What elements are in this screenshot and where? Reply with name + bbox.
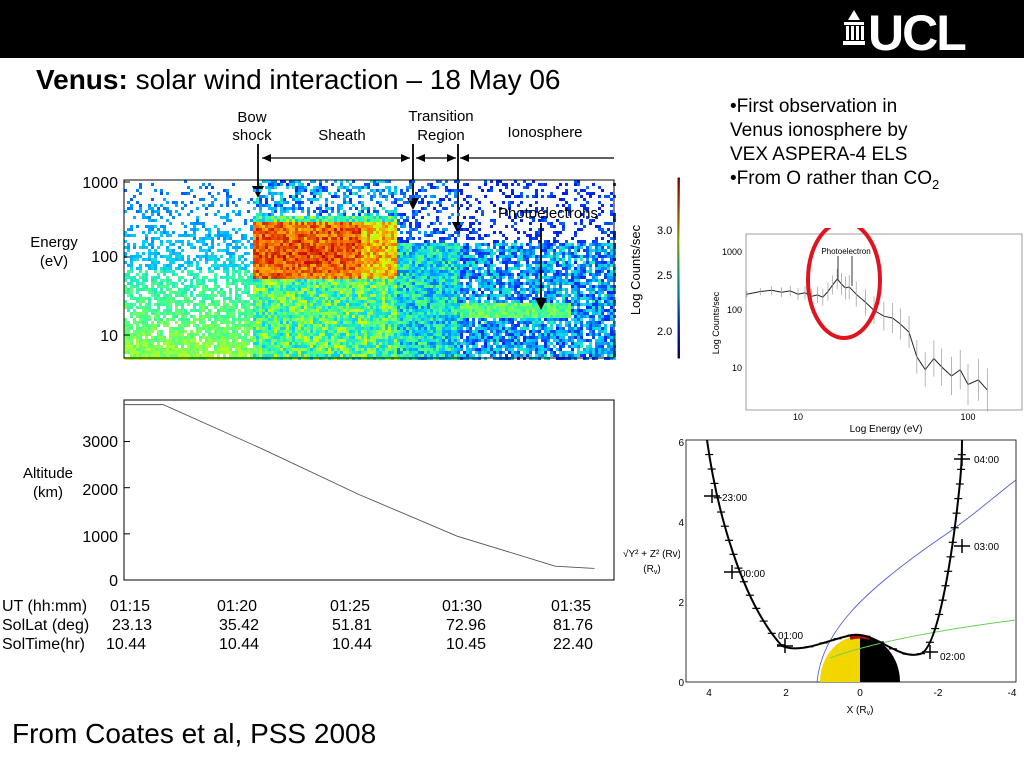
inset-ytick: 1000	[722, 247, 742, 257]
spec-ticks	[124, 181, 130, 336]
table-cell: 01:15	[109, 598, 150, 615]
inset-xtick: 100	[960, 412, 975, 422]
alt-ticks	[124, 441, 130, 581]
inset-annotation: Photoelectron	[821, 247, 870, 256]
time-mark-label: 00:00	[740, 569, 765, 580]
bullet-line: •First observation in	[730, 96, 898, 117]
table-cell: 01:30	[441, 598, 482, 615]
altitude-series-line	[124, 404, 595, 569]
time-mark-label: 23:00	[722, 493, 747, 504]
bullet-list: •First observation in Venus ionosphere b…	[730, 95, 1020, 197]
ucl-logo-text: UCL	[868, 8, 965, 54]
colorbar-tick: 3.0	[657, 225, 672, 237]
alt-ytick: 3000	[82, 434, 118, 451]
colorbar-label: Log Counts/sec	[628, 224, 643, 315]
table-cell: 35.42	[218, 617, 259, 634]
spectrogram-frame	[123, 179, 615, 359]
bullet-line: •From O rather than CO2	[730, 167, 1020, 197]
ionopause-line	[829, 619, 1017, 659]
colorbar-tick: 2.0	[657, 326, 672, 338]
region-arrowheads	[262, 154, 469, 162]
inset-ytick: 100	[727, 305, 742, 315]
main-figure: Bow shock Sheath Transition Region Ionos…	[23, 108, 680, 590]
row-label: SolLat (deg)	[2, 617, 90, 634]
region-label-bow-1: Bow	[237, 109, 266, 126]
colorbar	[677, 177, 680, 359]
orbit-plot: 6 4 2 0 4 2 0 -2 -4 X (Rv) 23:00 00:00 0…	[678, 438, 1017, 717]
photoelectrons-label: Photoelectrons	[498, 205, 598, 222]
event-markers	[257, 144, 459, 225]
table-cell: 10.44	[105, 636, 146, 653]
bullet-line: Venus ionosphere by	[730, 120, 908, 141]
table-cell: 10.44	[218, 636, 259, 653]
venus-dayside	[820, 636, 860, 682]
table-cell: 01:25	[329, 598, 370, 615]
table-cell: 01:35	[550, 598, 591, 615]
trajectory-ticks	[705, 453, 966, 655]
table-cell: 51.81	[331, 617, 372, 634]
table-cell: 22.40	[552, 636, 593, 653]
spectrum-error-bars	[746, 268, 988, 412]
spec-ytick-100: 100	[91, 249, 118, 266]
inset-ytick: 10	[732, 363, 742, 373]
colorbar-tick: 2.5	[657, 270, 672, 282]
alt-ytick: 0	[109, 573, 118, 590]
table-cell: 81.76	[552, 617, 593, 634]
citation: From Coates et al, PSS 2008	[12, 718, 377, 749]
venus-nightside	[860, 636, 900, 682]
inset-ylabel: Log Counts/sec	[711, 291, 721, 354]
spec-ylabel-1: Energy	[30, 234, 78, 251]
table-cell: 01:20	[216, 598, 257, 615]
time-mark-label: 02:00	[940, 652, 965, 663]
alt-ytick: 1000	[82, 529, 118, 546]
title-rest: solar wind interaction – 18 May 06	[127, 64, 561, 95]
energy-spectrum-inset: 1000 100 10 10 100 Log Energy (eV) Log C…	[711, 228, 1023, 435]
title-bold: Venus:	[36, 64, 128, 95]
time-mark-label: 04:00	[974, 455, 999, 466]
photoelectron-highlight-circle	[806, 228, 882, 340]
spec-ylabel-2: (eV)	[40, 253, 68, 270]
trajectory-line	[706, 439, 963, 656]
table-cell: 72.96	[445, 617, 486, 634]
row-label: SolTime(hr)	[2, 636, 85, 653]
table-cell: 10.44	[331, 636, 372, 653]
inset-xlabel: Log Energy (eV)	[850, 424, 923, 435]
orbit-yticks: 6 4 2 0	[678, 438, 684, 689]
orbit-xlabel: X (Rv)	[847, 705, 874, 717]
co2-subscript: 2	[932, 176, 940, 192]
alt-ylabel-2: (km)	[33, 484, 63, 501]
inset-xtick: 10	[793, 412, 803, 422]
sqrt-unit: (Rv)	[643, 564, 660, 576]
table-cell: 10.45	[445, 636, 486, 653]
spectrogram-panel	[124, 180, 616, 360]
region-label-bow-2: shock	[232, 127, 272, 144]
ucl-logo: UCL	[843, 8, 967, 54]
spec-ytick-10: 10	[100, 328, 118, 345]
alt-ylabel-1: Altitude	[23, 465, 73, 482]
bullet-text: •From O rather than CO	[730, 168, 932, 189]
row-label: UT (hh:mm)	[2, 598, 88, 615]
time-mark-label: 01:00	[778, 631, 803, 642]
table-cell: 23.13	[111, 617, 152, 634]
region-label-transition-2: Region	[417, 127, 465, 144]
inset-frame	[745, 233, 1023, 411]
region-label-transition-1: Transition	[408, 108, 473, 125]
time-mark-crosses	[704, 452, 970, 659]
alt-ytick: 2000	[82, 482, 118, 499]
spec-ytick-1000: 1000	[82, 175, 118, 192]
bow-shock-line	[816, 479, 1017, 683]
spectrum-series-line	[746, 278, 988, 391]
region-label-sheath: Sheath	[318, 127, 366, 144]
bullet-line: VEX ASPERA-4 ELS	[730, 144, 908, 165]
region-label-ionosphere: Ionosphere	[507, 124, 582, 141]
altitude-frame	[123, 399, 615, 581]
orbit-xticks: 4 2 0 -2 -4	[706, 688, 1017, 699]
sqrt-label: √Y² + Z² (Rv)	[623, 548, 680, 560]
time-marks: 23:00 00:00 01:00 02:00 03:00 04:00	[722, 455, 999, 663]
time-mark-label: 03:00	[974, 542, 999, 553]
slide-title: Venus: solar wind interaction – 18 May 0…	[36, 64, 561, 96]
